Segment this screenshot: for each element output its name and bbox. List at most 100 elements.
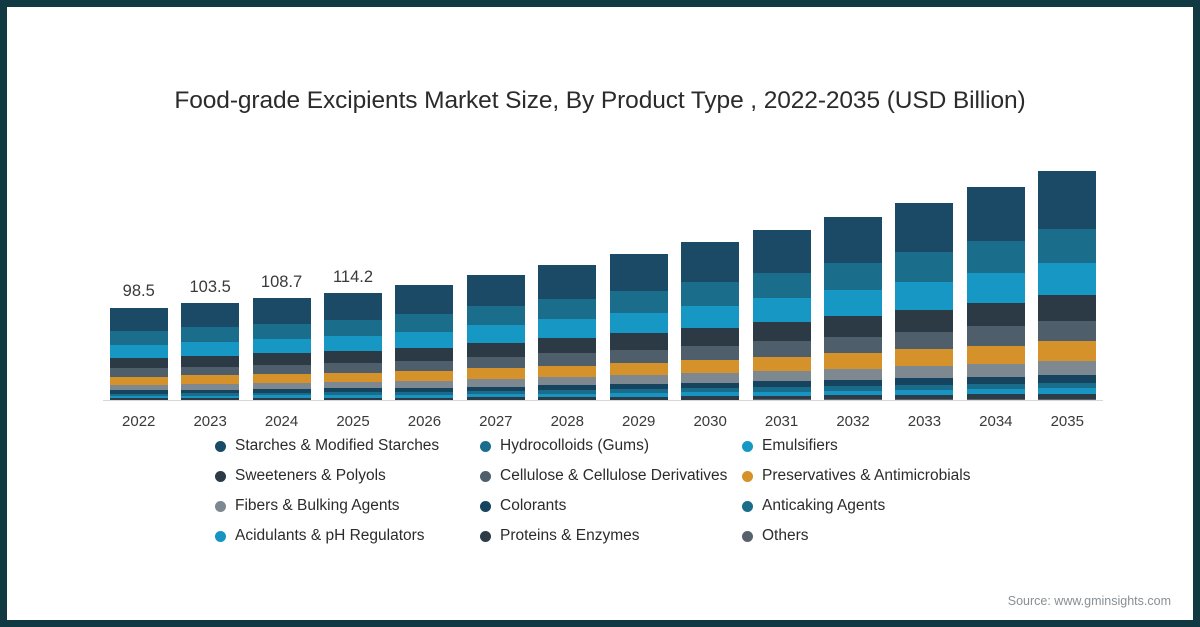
bar-segment[interactable]: [824, 395, 882, 400]
bar-segment[interactable]: [609, 362, 668, 376]
stacked-bar[interactable]: [538, 264, 597, 401]
bar-segment[interactable]: [824, 336, 882, 354]
bar-segment[interactable]: [109, 376, 168, 385]
bar-segment[interactable]: [609, 396, 668, 400]
bar-segment[interactable]: [395, 347, 454, 361]
bar-segment[interactable]: [824, 216, 882, 263]
legend-item[interactable]: Fibers & Bulking Agents: [215, 497, 480, 515]
bar-segment[interactable]: [681, 373, 740, 383]
bar-segment[interactable]: [395, 331, 454, 348]
bar-segment[interactable]: [1038, 382, 1097, 389]
bar-segment[interactable]: [181, 383, 240, 390]
bar-segment[interactable]: [466, 356, 525, 369]
bar-segment[interactable]: [538, 385, 597, 391]
legend-item[interactable]: Others: [742, 527, 1042, 545]
bar-segment[interactable]: [538, 319, 597, 339]
bar-segment[interactable]: [538, 390, 597, 394]
bar-segment[interactable]: [609, 384, 668, 390]
bar-segment[interactable]: [895, 378, 954, 386]
bar-segment[interactable]: [966, 326, 1025, 346]
bar-segment[interactable]: [966, 272, 1025, 303]
bar-segment[interactable]: [395, 397, 454, 401]
legend-item[interactable]: Cellulose & Cellulose Derivatives: [480, 467, 742, 485]
bar-segment[interactable]: [324, 319, 382, 336]
bar-segment[interactable]: [895, 349, 954, 367]
bar-segment[interactable]: [109, 398, 168, 401]
bar-segment[interactable]: [466, 397, 525, 400]
bar-segment[interactable]: [895, 390, 954, 395]
bar-segment[interactable]: [752, 381, 811, 388]
bar-segment[interactable]: [466, 386, 525, 391]
bar-segment[interactable]: [538, 365, 597, 378]
bar-segment[interactable]: [395, 314, 454, 332]
bar-segment[interactable]: [966, 302, 1025, 327]
bar-segment[interactable]: [109, 396, 168, 399]
bar-segment[interactable]: [466, 378, 525, 387]
bar-segment[interactable]: [895, 394, 954, 400]
legend-item[interactable]: Anticaking Agents: [742, 497, 1042, 515]
bar-segment[interactable]: [824, 386, 882, 391]
legend-item[interactable]: Sweeteners & Polyols: [215, 467, 480, 485]
bar-segment[interactable]: [609, 253, 668, 291]
bar-segment[interactable]: [181, 342, 240, 356]
bar-segment[interactable]: [1038, 228, 1097, 264]
bar-segment[interactable]: [181, 393, 240, 396]
bar-segment[interactable]: [181, 366, 240, 376]
stacked-bar[interactable]: [181, 302, 240, 401]
bar-segment[interactable]: [324, 351, 382, 364]
stacked-bar[interactable]: [895, 202, 954, 401]
bar-segment[interactable]: [895, 202, 954, 253]
bar-segment[interactable]: [252, 374, 311, 383]
bar-segment[interactable]: [895, 331, 954, 350]
bar-segment[interactable]: [752, 395, 811, 400]
stacked-bar[interactable]: [609, 253, 668, 401]
stacked-bar[interactable]: [395, 285, 454, 401]
bar-segment[interactable]: [181, 395, 240, 398]
stacked-bar[interactable]: [681, 242, 740, 401]
bar-segment[interactable]: [752, 391, 811, 396]
bar-segment[interactable]: [324, 382, 382, 389]
bar-segment[interactable]: [109, 358, 168, 369]
bar-segment[interactable]: [324, 292, 382, 320]
bar-segment[interactable]: [824, 353, 882, 369]
bar-segment[interactable]: [824, 316, 882, 337]
bar-segment[interactable]: [395, 394, 454, 398]
bar-segment[interactable]: [395, 370, 454, 381]
bar-segment[interactable]: [1038, 393, 1097, 400]
bar-segment[interactable]: [895, 366, 954, 379]
bar-segment[interactable]: [252, 353, 311, 365]
bar-segment[interactable]: [252, 323, 311, 340]
bar-segment[interactable]: [895, 281, 954, 310]
bar-segment[interactable]: [609, 375, 668, 385]
bar-segment[interactable]: [395, 380, 454, 388]
bar-segment[interactable]: [824, 368, 882, 380]
bar-segment[interactable]: [538, 396, 597, 400]
bar-segment[interactable]: [538, 393, 597, 397]
bar-segment[interactable]: [752, 272, 811, 299]
bar-segment[interactable]: [895, 252, 954, 282]
bar-segment[interactable]: [1038, 320, 1097, 342]
bar-segment[interactable]: [824, 379, 882, 387]
bar-segment[interactable]: [181, 375, 240, 384]
bar-segment[interactable]: [252, 339, 311, 354]
bar-segment[interactable]: [681, 282, 740, 306]
bar-segment[interactable]: [1038, 360, 1097, 375]
bar-segment[interactable]: [895, 385, 954, 391]
bar-segment[interactable]: [609, 290, 668, 313]
bar-segment[interactable]: [181, 389, 240, 394]
bar-segment[interactable]: [538, 353, 597, 366]
bar-segment[interactable]: [609, 389, 668, 394]
bar-segment[interactable]: [324, 363, 382, 373]
bar-segment[interactable]: [395, 387, 454, 392]
bar-segment[interactable]: [252, 389, 311, 393]
bar-segment[interactable]: [324, 392, 382, 396]
bar-segment[interactable]: [609, 333, 668, 350]
legend-item[interactable]: Emulsifiers: [742, 437, 1042, 455]
bar-segment[interactable]: [466, 325, 525, 343]
bar-segment[interactable]: [538, 338, 597, 354]
bar-segment[interactable]: [252, 364, 311, 375]
bar-segment[interactable]: [824, 290, 882, 317]
bar-segment[interactable]: [681, 392, 740, 397]
bar-segment[interactable]: [109, 368, 168, 377]
bar-segment[interactable]: [538, 377, 597, 386]
